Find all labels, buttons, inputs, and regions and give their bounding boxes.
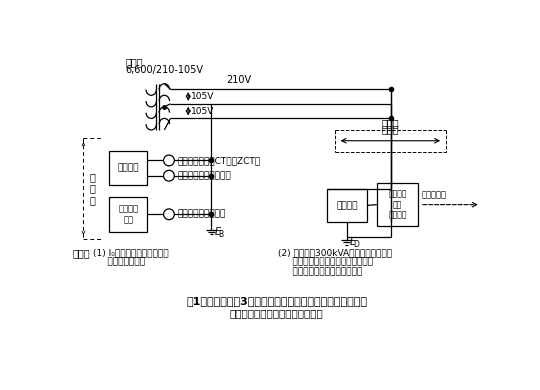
Text: 信号搬送
装置: 信号搬送 装置 <box>118 205 138 224</box>
Bar <box>327 189 367 222</box>
Text: 受信装置
又は
通報装置: 受信装置 又は 通報装置 <box>388 190 407 220</box>
Text: 第1図　単相交流3線式電路での絶縁監視装置システム構成: 第1図 単相交流3線式電路での絶縁監視装置システム構成 <box>186 296 367 306</box>
Text: 検
出
器: 検 出 器 <box>90 172 95 205</box>
Text: （中性線、大地間搬送方式の例）: （中性線、大地間搬送方式の例） <box>230 308 323 318</box>
Text: 受信装置: 受信装置 <box>336 201 357 210</box>
Text: 変圧器: 変圧器 <box>125 57 143 67</box>
Text: 検出用変流器（CT又はZCT）: 検出用変流器（CT又はZCT） <box>178 156 260 165</box>
Text: 搬送波用注入変圧器: 搬送波用注入変圧器 <box>178 210 226 219</box>
Text: （注）: （注） <box>73 248 90 259</box>
Bar <box>377 183 418 226</box>
Text: 105V: 105V <box>191 106 214 115</box>
Text: 報方式によらなくてもよい。: 報方式によらなくてもよい。 <box>278 267 362 276</box>
Circle shape <box>164 155 174 166</box>
Circle shape <box>164 170 174 181</box>
Text: 発信器: 発信器 <box>382 118 399 128</box>
Text: E: E <box>214 227 220 237</box>
Text: E: E <box>350 238 356 247</box>
Text: 検出装置: 検出装置 <box>117 163 139 172</box>
Text: 通報器: 通報器 <box>382 124 399 134</box>
Bar <box>109 151 147 185</box>
Text: 6,600/210-105V: 6,600/210-105V <box>125 64 203 74</box>
Text: D: D <box>354 240 360 249</box>
Text: トランスは不要: トランスは不要 <box>93 258 145 267</box>
Text: 電話回線等: 電話回線等 <box>422 190 447 199</box>
Text: (1) I₀方式では監視電源注入: (1) I₀方式では監視電源注入 <box>93 248 169 257</box>
Circle shape <box>164 209 174 220</box>
Text: (2) 設備容量300kVA以下の需要設備で: (2) 設備容量300kVA以下の需要設備で <box>278 248 393 257</box>
Text: 監視電源用注入変圧器: 監視電源用注入変圧器 <box>178 171 231 180</box>
Text: B: B <box>218 230 224 239</box>
Bar <box>109 197 147 232</box>
Text: 105V: 105V <box>191 92 214 101</box>
Text: 210V: 210V <box>227 75 252 85</box>
Text: は、電話回線使用等による自動通: は、電話回線使用等による自動通 <box>278 258 373 267</box>
